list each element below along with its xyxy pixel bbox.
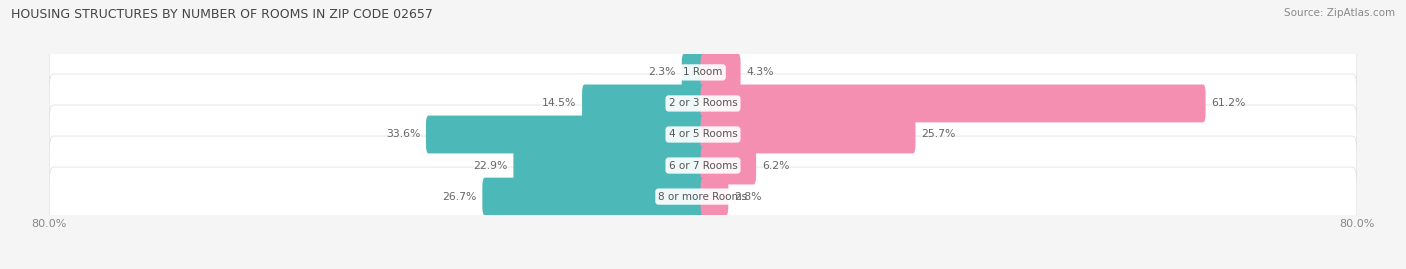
Text: 26.7%: 26.7% [443,192,477,201]
Text: 4 or 5 Rooms: 4 or 5 Rooms [669,129,737,140]
FancyBboxPatch shape [49,136,1357,195]
Text: Source: ZipAtlas.com: Source: ZipAtlas.com [1284,8,1395,18]
FancyBboxPatch shape [700,147,756,185]
FancyBboxPatch shape [482,178,706,215]
Text: 61.2%: 61.2% [1212,98,1246,108]
Text: 14.5%: 14.5% [541,98,576,108]
FancyBboxPatch shape [49,167,1357,226]
Text: 2.3%: 2.3% [648,68,676,77]
FancyBboxPatch shape [513,147,706,185]
FancyBboxPatch shape [49,43,1357,102]
FancyBboxPatch shape [700,54,741,91]
Text: HOUSING STRUCTURES BY NUMBER OF ROOMS IN ZIP CODE 02657: HOUSING STRUCTURES BY NUMBER OF ROOMS IN… [11,8,433,21]
FancyBboxPatch shape [49,105,1357,164]
FancyBboxPatch shape [426,116,706,153]
Text: 25.7%: 25.7% [921,129,956,140]
FancyBboxPatch shape [682,54,706,91]
FancyBboxPatch shape [700,84,1205,122]
Text: 4.3%: 4.3% [747,68,773,77]
FancyBboxPatch shape [700,178,728,215]
FancyBboxPatch shape [700,116,915,153]
Text: 2 or 3 Rooms: 2 or 3 Rooms [669,98,737,108]
Text: 6 or 7 Rooms: 6 or 7 Rooms [669,161,737,171]
Text: 22.9%: 22.9% [474,161,508,171]
Text: 33.6%: 33.6% [385,129,420,140]
Text: 6.2%: 6.2% [762,161,789,171]
Text: 1 Room: 1 Room [683,68,723,77]
FancyBboxPatch shape [582,84,706,122]
Text: 8 or more Rooms: 8 or more Rooms [658,192,748,201]
FancyBboxPatch shape [49,74,1357,133]
Text: 2.8%: 2.8% [734,192,762,201]
